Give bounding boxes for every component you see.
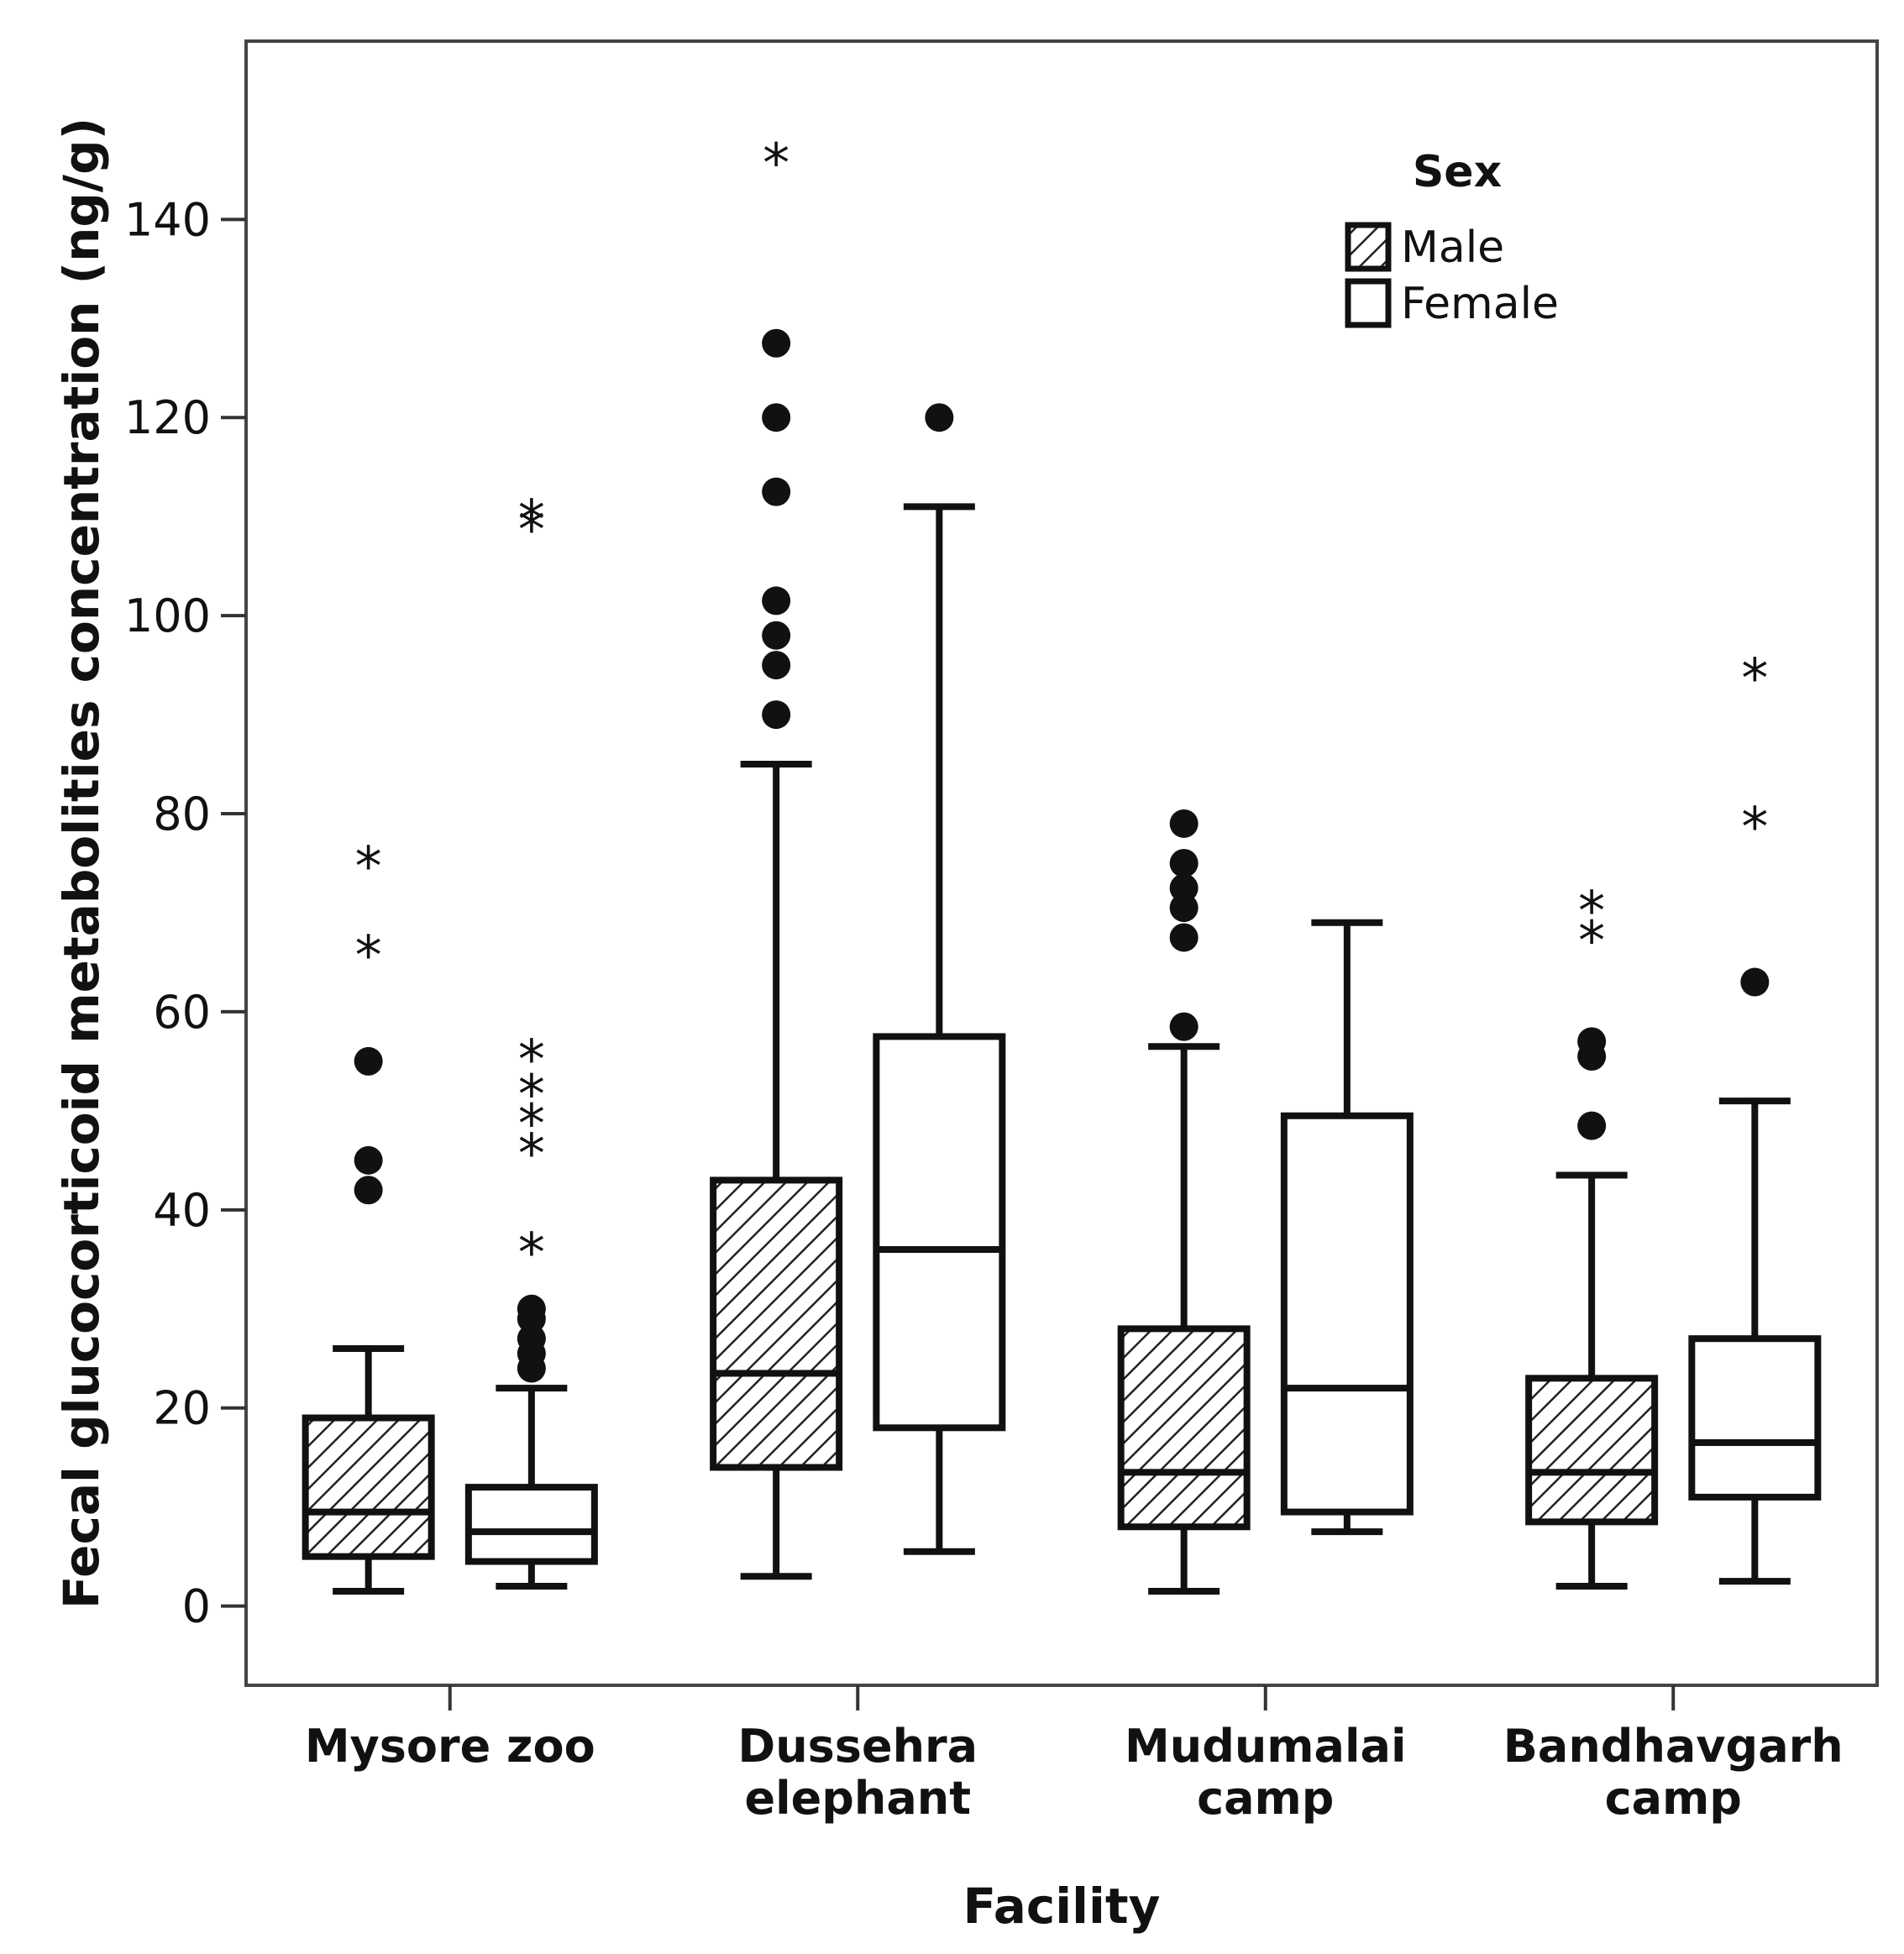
extreme-point: *	[518, 1029, 545, 1092]
outlier-point	[1169, 849, 1199, 877]
outlier-point	[762, 586, 791, 616]
legend-swatch-male	[1345, 222, 1392, 272]
extreme-point: *	[355, 925, 382, 987]
iqr-box	[710, 1176, 843, 1471]
outlier-point	[1577, 1111, 1607, 1140]
iqr-box	[464, 1484, 598, 1565]
outlier-point	[1740, 967, 1770, 997]
extreme-point: *	[763, 134, 789, 196]
outlier-point	[1577, 1027, 1607, 1056]
outlier-point	[1169, 893, 1199, 923]
y-tick-label: 20	[153, 1382, 211, 1435]
outlier-point	[762, 477, 791, 506]
box-male: **	[302, 836, 435, 1595]
outlier-point	[1169, 873, 1199, 903]
x-axis-title: Facility	[963, 1878, 1161, 1935]
outlier-point	[354, 1176, 383, 1205]
extreme-point: *	[518, 1064, 545, 1126]
box-female	[1280, 919, 1414, 1536]
extreme-point: *	[1578, 910, 1605, 972]
extreme-point: *	[518, 500, 545, 562]
outlier-point	[925, 403, 954, 432]
legend-title: Sex	[1413, 147, 1502, 197]
extreme-point: *	[518, 1124, 545, 1186]
y-tick-label: 80	[153, 788, 211, 841]
x-category-label: elephant	[744, 1772, 971, 1825]
extreme-point: *	[518, 1094, 545, 1156]
outlier-point	[762, 651, 791, 680]
legend: Sex Male Female	[1345, 147, 1559, 329]
legend-swatch-female	[1345, 278, 1392, 328]
outlier-point	[517, 1324, 546, 1354]
outlier-point	[354, 1046, 383, 1076]
box-male: *	[710, 134, 843, 1580]
outlier-point	[762, 700, 791, 730]
outlier-point	[762, 403, 791, 432]
box-male	[1117, 809, 1251, 1595]
box-female: *******	[464, 490, 598, 1590]
iqr-box	[302, 1414, 435, 1560]
x-category-label: Mudumalai	[1125, 1720, 1406, 1773]
iqr-box	[1525, 1375, 1659, 1526]
outlier-point	[517, 1294, 546, 1323]
extreme-point: *	[355, 836, 382, 898]
outlier-point	[1169, 923, 1199, 952]
box-male: **	[1525, 881, 1659, 1590]
iqr-box	[1688, 1335, 1822, 1501]
y-tick-label: 140	[124, 193, 211, 246]
y-tick-label: 40	[153, 1184, 211, 1237]
x-axis: Mysore zoo DussehraelephantMudumalaicampB…	[305, 1685, 1844, 1825]
iqr-box	[1280, 1112, 1414, 1516]
iqr-box	[1117, 1325, 1251, 1531]
outlier-point	[1169, 1012, 1199, 1041]
x-category-label: Dussehra	[737, 1720, 978, 1773]
box-series: **************	[302, 134, 1822, 1595]
outlier-point	[1169, 809, 1199, 838]
outlier-point	[762, 328, 791, 358]
y-axis-title: Fecal glucocorticoid metabolities concen…	[53, 118, 110, 1609]
x-category-label: Bandhavgarh	[1503, 1720, 1844, 1773]
extreme-point: *	[518, 490, 545, 552]
box-female: **	[1688, 648, 1822, 1585]
y-tick-label: 100	[124, 589, 211, 642]
legend-label-female: Female	[1401, 279, 1559, 329]
extreme-point: *	[1741, 797, 1768, 859]
outlier-point	[762, 621, 791, 650]
x-category-label: camp	[1605, 1772, 1742, 1825]
iqr-box	[873, 1033, 1006, 1432]
legend-label-male: Male	[1401, 223, 1504, 273]
y-tick-label: 0	[182, 1580, 211, 1633]
extreme-point: *	[1578, 881, 1605, 943]
outlier-point	[354, 1145, 383, 1175]
x-category-label: camp	[1197, 1772, 1334, 1825]
x-category-label: Mysore zoo	[305, 1720, 595, 1773]
box-female	[873, 403, 1006, 1555]
y-tick-label: 120	[124, 391, 211, 444]
extreme-point: *	[518, 1223, 545, 1285]
y-tick-label: 60	[153, 986, 211, 1039]
extreme-point: *	[1741, 648, 1768, 710]
y-axis: 0 20 40 60 80 100 120 140	[124, 193, 246, 1633]
